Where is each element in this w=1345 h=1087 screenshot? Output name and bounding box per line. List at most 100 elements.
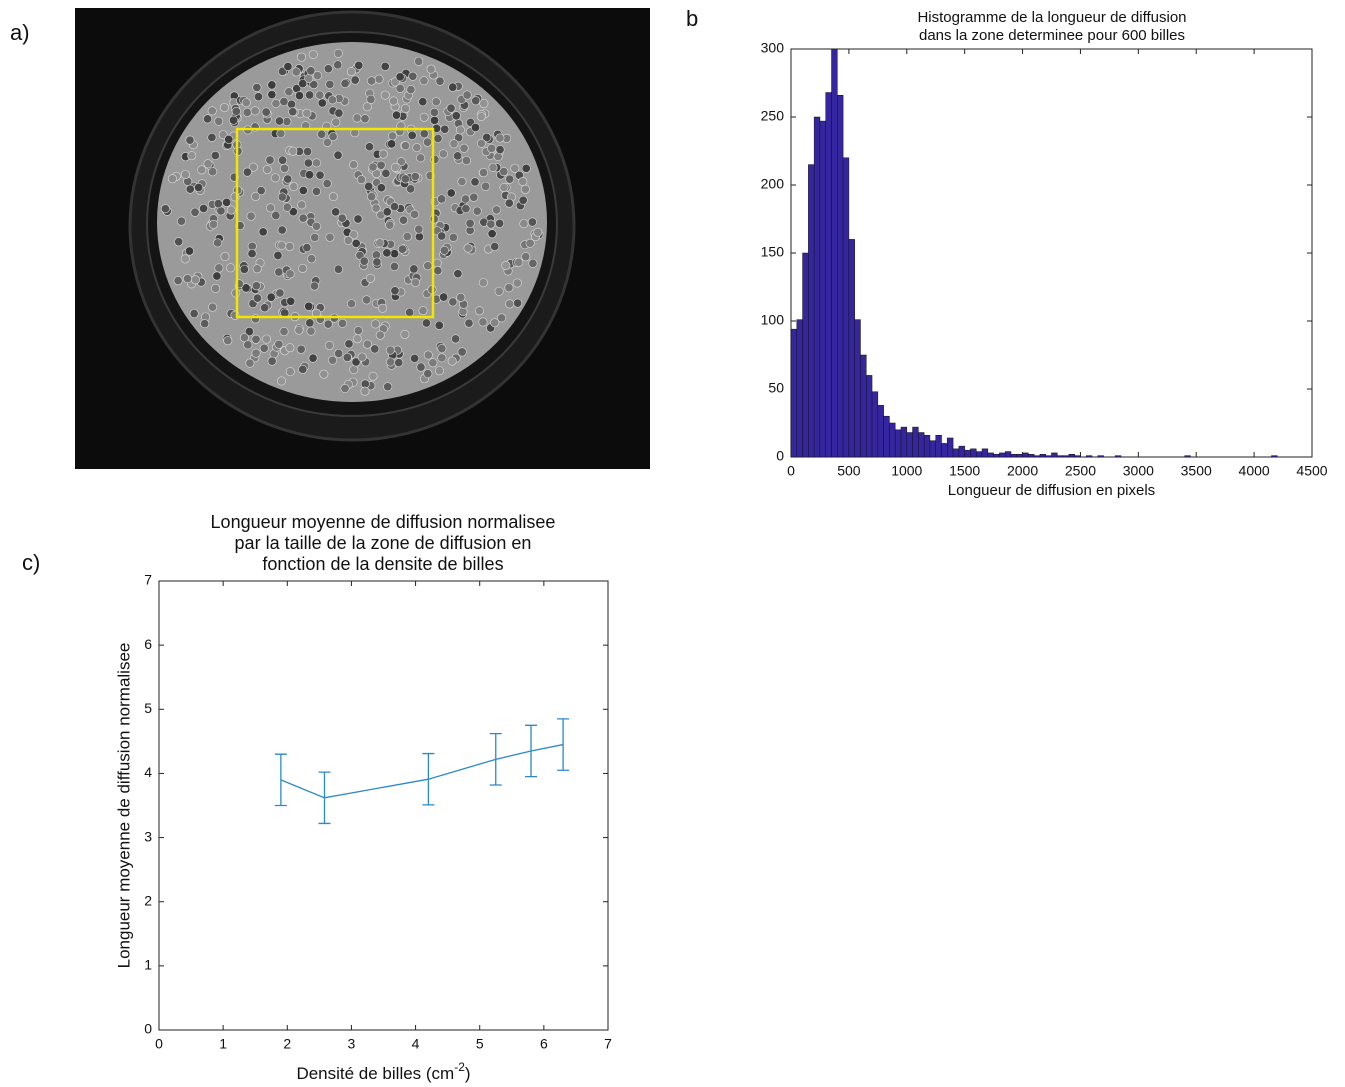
bead (266, 292, 276, 302)
y-tick-label: 3 (144, 828, 152, 844)
histogram-bar (900, 426, 908, 458)
bead (334, 348, 344, 358)
bead (312, 71, 322, 81)
histogram-bar (918, 432, 925, 458)
bead (190, 275, 200, 285)
bead (433, 133, 443, 143)
bead (378, 149, 388, 159)
bead (284, 87, 294, 97)
bead (305, 170, 315, 180)
bead (340, 383, 350, 393)
bead (286, 296, 296, 306)
bead (389, 262, 399, 272)
chart-title: dans la zone determinee pour 600 billes (919, 27, 1185, 44)
bead (409, 264, 419, 274)
histogram-bar (842, 157, 850, 458)
bead (306, 66, 316, 76)
bead (190, 207, 200, 217)
y-tick-label: 250 (761, 108, 785, 124)
bead (340, 78, 350, 88)
bead (271, 210, 281, 220)
panel-label: b (686, 6, 698, 31)
bead (399, 215, 409, 225)
bead (394, 358, 404, 368)
bead (267, 90, 277, 100)
histogram-bar (958, 445, 965, 458)
bead (366, 94, 376, 104)
bead (368, 371, 378, 381)
x-tick-label: 3000 (1123, 463, 1154, 479)
error-bar (274, 753, 287, 807)
bead (167, 174, 177, 184)
bead (395, 72, 405, 82)
bead (435, 366, 445, 376)
histogram-bar (952, 448, 960, 458)
bead (371, 203, 381, 213)
bead (360, 386, 370, 396)
bead (333, 48, 343, 58)
histogram-bar (935, 434, 942, 458)
bead (265, 155, 275, 165)
bead (350, 75, 360, 85)
bead (414, 56, 424, 66)
bead (430, 115, 440, 125)
bead (291, 67, 301, 77)
bead (211, 283, 221, 293)
bead (448, 232, 458, 242)
bead (331, 117, 341, 127)
bead (294, 325, 304, 335)
bead (349, 230, 359, 240)
histogram-bar (1114, 455, 1122, 458)
bead (298, 213, 308, 223)
histogram-bar (871, 391, 879, 458)
histogram-bar (981, 448, 989, 458)
y-tick-label: 300 (761, 40, 785, 56)
bead (288, 207, 298, 217)
bead (331, 207, 341, 217)
bead (463, 243, 473, 253)
bead (492, 205, 502, 215)
bead (512, 278, 522, 288)
bead (327, 95, 337, 105)
bead (364, 181, 374, 191)
bead (407, 130, 417, 140)
bead (199, 204, 209, 214)
bead (323, 137, 333, 147)
bead (465, 218, 475, 228)
bead (298, 185, 308, 195)
bead (187, 151, 197, 161)
histogram-bar (912, 426, 919, 458)
bead (229, 115, 239, 125)
bead (274, 116, 284, 126)
bead (474, 306, 484, 316)
bead (242, 107, 252, 117)
bead (476, 111, 486, 121)
bead (304, 301, 314, 311)
bead (448, 82, 458, 92)
bead (419, 112, 429, 122)
x-tick-label: 5 (476, 1036, 484, 1052)
bead (457, 177, 467, 187)
bead (261, 107, 271, 117)
bead (410, 172, 420, 182)
bead (302, 108, 312, 118)
y-tick-label: 100 (761, 312, 785, 328)
chart-title: Histogramme de la longueur de diffusion (917, 9, 1186, 26)
y-tick-label: 5 (144, 700, 152, 716)
bead (310, 232, 320, 242)
bead (174, 237, 184, 247)
bead (423, 369, 433, 379)
bead (322, 179, 332, 189)
bead (253, 293, 263, 303)
bead (372, 257, 382, 267)
bead (209, 219, 219, 229)
histogram-bar (837, 94, 844, 458)
x-tick-label: 4500 (1296, 463, 1327, 479)
y-tick-label: 200 (761, 176, 785, 192)
bead (457, 347, 467, 357)
y-tick-label: 0 (144, 1021, 152, 1037)
bead (400, 174, 410, 184)
histogram-bar (1074, 455, 1081, 458)
bead (252, 264, 262, 274)
bead (390, 249, 400, 259)
